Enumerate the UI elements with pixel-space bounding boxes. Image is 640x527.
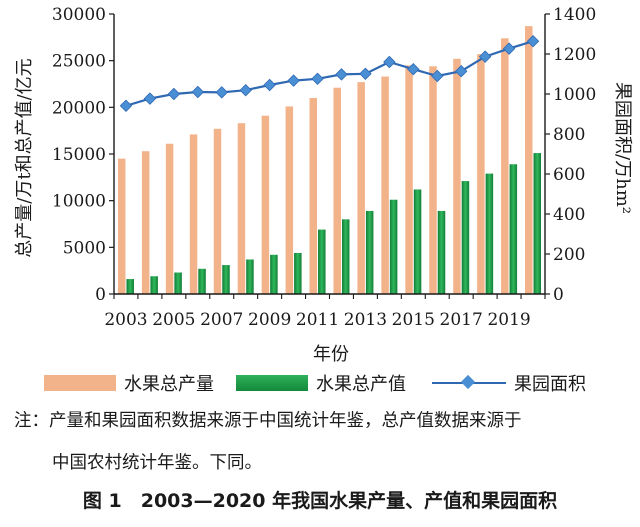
bar-production [477, 54, 485, 295]
marker-area [502, 42, 516, 55]
bar-value [294, 252, 302, 294]
marker-area [407, 62, 420, 76]
marker-area [383, 55, 396, 69]
bar-value [389, 199, 398, 294]
legend-item-area: 果园面积 [432, 368, 586, 398]
bar-production [525, 26, 533, 295]
marker-area [239, 83, 252, 97]
y-right-tick-label: 600 [553, 165, 585, 185]
marker-area [454, 64, 468, 78]
x-tick-label: 2013 [344, 310, 387, 330]
bar-production [213, 128, 222, 294]
y-right-tick-label: 400 [553, 205, 585, 225]
marker-area [119, 99, 133, 113]
chart-area: 总产量/万t和总产值/亿元 果园面积/万hm² 年份 0500010000150… [14, 5, 633, 365]
y-left-tick-label: 15000 [52, 145, 106, 165]
bar-production [453, 58, 461, 294]
bar-production [189, 134, 198, 294]
marker-area [191, 85, 205, 99]
bar-production [381, 76, 389, 295]
bar-value [150, 276, 158, 294]
marker-area [359, 67, 372, 81]
note-line-1: 注：产量和果园面积数据来源于中国统计年鉴，总产值数据来源于 [14, 411, 522, 431]
x-tick-label: 2009 [248, 310, 291, 330]
bar-value [437, 210, 446, 294]
x-tick-label: 2019 [487, 310, 530, 330]
bar-value [461, 181, 470, 294]
legend-item-production: 水果总产量 [44, 368, 214, 398]
x-tick-label: 2015 [392, 310, 435, 330]
y-left-tick-label: 30000 [52, 5, 106, 25]
legend-item-value: 水果总产值 [236, 368, 406, 398]
y-axis-left-label: 总产量/万t和总产值/亿元 [14, 58, 35, 257]
legend-swatch-area [432, 374, 506, 391]
y-right-tick-label: 1200 [553, 45, 596, 65]
bar-value [509, 164, 518, 294]
bar-production [261, 115, 270, 294]
marker-area [143, 92, 157, 105]
bar-value [126, 279, 134, 294]
bar-value [174, 272, 182, 294]
bar-value [246, 259, 254, 294]
marker-area [287, 74, 300, 87]
marker-area [311, 72, 324, 86]
line-area [125, 40, 534, 107]
y-right-tick-label: 1400 [553, 5, 596, 25]
x-axis-label: 年份 [313, 344, 349, 365]
marker-area [215, 86, 228, 99]
legend: 水果总产量 水果总产值 果园面积 [0, 368, 640, 398]
marker-area [526, 34, 540, 48]
marker-area [335, 68, 348, 81]
legend-label-area: 果园面积 [514, 374, 586, 395]
bar-value [365, 210, 374, 294]
x-tick-label: 2005 [152, 310, 195, 330]
bar-production [309, 98, 318, 294]
bar-production [357, 82, 365, 294]
bar-value [222, 265, 230, 294]
y-left-tick-label: 0 [95, 285, 106, 305]
marker-area [263, 78, 276, 92]
legend-label-value: 水果总产值 [316, 374, 406, 395]
x-tick-label: 2003 [104, 310, 147, 330]
bar-production [429, 66, 437, 295]
y-right-tick-label: 0 [553, 285, 564, 305]
bar-production [285, 106, 294, 295]
bar-value [485, 173, 494, 294]
note-line-2: 中国农村统计年鉴。下同。 [52, 453, 262, 473]
x-tick-label: 2007 [200, 310, 243, 330]
bar-production [333, 87, 341, 294]
bar-production [405, 65, 413, 294]
x-tick-label: 2017 [440, 310, 483, 330]
marker-area [167, 87, 181, 101]
marker-area [478, 50, 492, 63]
bar-production [237, 123, 246, 294]
bar-production [165, 143, 174, 294]
bar-production [117, 158, 126, 294]
legend-swatch-production [44, 375, 116, 391]
y-right-tick-label: 200 [553, 245, 585, 265]
legend-swatch-value [236, 375, 308, 391]
y-right-tick-label: 800 [553, 125, 585, 145]
bar-production [141, 151, 150, 294]
legend-label-production: 水果总产量 [124, 374, 214, 395]
bar-value [413, 189, 422, 294]
bar-value [533, 153, 542, 294]
figure-caption: 图 1 2003—2020 年我国水果产量、产值和果园面积 [82, 490, 558, 512]
y-left-tick-label: 20000 [52, 98, 106, 118]
y-axis-right-label: 果园面积/万hm² [612, 82, 633, 214]
y-left-tick-label: 5000 [63, 238, 106, 258]
y-left-tick-label: 10000 [52, 192, 106, 212]
marker-area [431, 69, 444, 83]
bar-production [501, 38, 509, 295]
y-left-tick-label: 25000 [52, 52, 106, 72]
bar-value [270, 254, 278, 294]
bar-value [318, 229, 326, 294]
bar-value [198, 268, 206, 294]
bar-value [341, 219, 350, 294]
y-right-tick-label: 1000 [553, 85, 596, 105]
x-tick-label: 2011 [296, 310, 339, 330]
